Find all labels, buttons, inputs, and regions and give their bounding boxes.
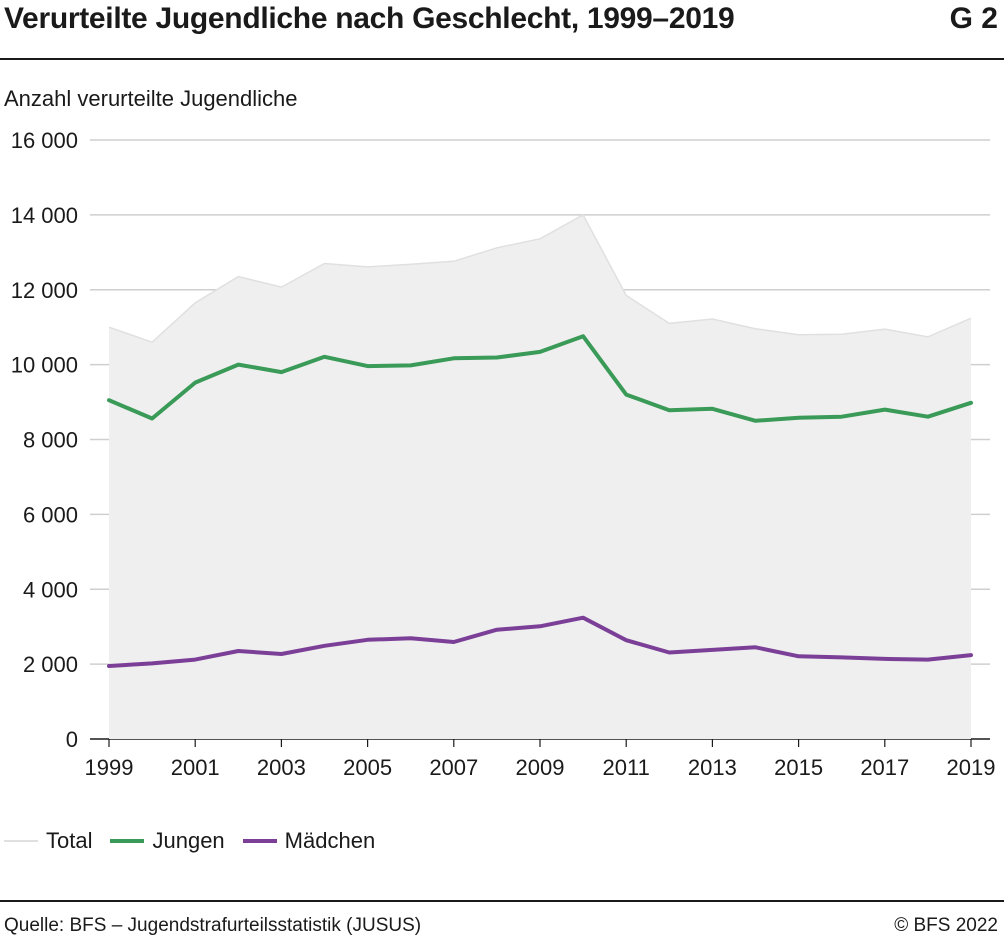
area-total: [109, 214, 971, 739]
copyright: © BFS 2022: [894, 915, 998, 936]
legend-item-jungen: Jungen: [110, 828, 225, 854]
x-tick-label: 2001: [171, 755, 220, 780]
x-tick-label: 2013: [688, 755, 737, 780]
title-rule: [0, 58, 1004, 60]
legend-item-total: Total: [4, 828, 92, 854]
series-lines: [107, 334, 973, 668]
chart-title: Verurteilte Jugendliche nach Geschlecht,…: [4, 2, 735, 35]
y-tick-label: 16 000: [11, 128, 78, 153]
y-tick-labels: 0 2 000 4 000 6 000 8 000 10 000 12 000 14 000 1…: [11, 128, 78, 752]
x-tick-label: 2015: [774, 755, 823, 780]
y-tick-label: 2 000: [23, 652, 78, 677]
x-tick-labels: 1999 2001 2003 2005 2007 2009 2011 2013 2015 2017…: [85, 755, 996, 780]
line-chart: 0 2 000 4 000 6 000 8 000 10 000 12 000 14 000 1…: [11, 128, 996, 780]
total-area: [108, 213, 972, 739]
x-tick-label: 2007: [429, 755, 478, 780]
legend-item-maedchen: Mädchen: [242, 828, 376, 854]
y-tick-label: 8 000: [23, 428, 78, 453]
y-tick-label: 6 000: [23, 502, 78, 527]
x-tick-label: 2009: [516, 755, 565, 780]
line-jungen: [107, 334, 973, 423]
source-note: Quelle: BFS – Jugendstrafurteilsstatisti…: [4, 915, 422, 936]
legend-label-total: Total: [46, 828, 93, 853]
y-tick-label: 12 000: [11, 278, 78, 303]
y-tick-label: 14 000: [11, 203, 78, 228]
y-tick-label: 0: [66, 727, 78, 752]
y-tick-label: 10 000: [11, 353, 78, 378]
x-tick-label: 2011: [603, 755, 650, 780]
legend-swatch-jungen: [110, 839, 145, 843]
y-axis-label: Anzahl verurteilte Jugendliche: [4, 86, 298, 111]
legend-label-maedchen: Mädchen: [284, 828, 376, 853]
line-total: [108, 213, 972, 344]
legend-swatch-maedchen: [242, 839, 277, 843]
line-maedchen: [107, 615, 973, 668]
x-tick-label: 2003: [257, 755, 306, 780]
x-tick-label: 2019: [947, 755, 996, 780]
chart-number: G 2: [949, 2, 998, 35]
legend-swatch-total: [4, 840, 38, 842]
x-tick-label: 2017: [860, 755, 909, 780]
x-tick-label: 2005: [343, 755, 392, 780]
x-tick-label: 1999: [85, 755, 134, 780]
y-tick-label: 4 000: [23, 577, 78, 602]
legend-label-jungen: Jungen: [152, 828, 225, 853]
footer-rule: [0, 900, 1004, 902]
legend: Total Jungen Mädchen: [4, 828, 393, 854]
